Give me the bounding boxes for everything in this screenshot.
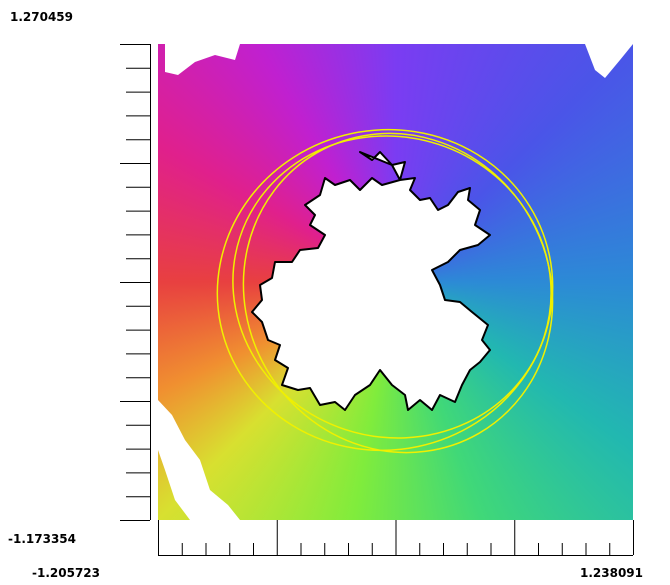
julia-interior <box>251 151 491 411</box>
corner-set <box>158 400 240 520</box>
x-left-label: -1.205723 <box>32 566 100 580</box>
orbit-curve <box>232 135 552 439</box>
y-bottom-label: -1.173354 <box>8 532 76 546</box>
y-top-label: 1.270459 <box>10 10 74 24</box>
corner-set <box>165 44 240 75</box>
orbit-curve <box>242 132 554 454</box>
orbit-curve <box>216 128 554 452</box>
orbit-curves <box>216 128 554 454</box>
x-right-label: 1.238091 <box>580 566 644 580</box>
axes <box>120 44 634 556</box>
corner-set <box>585 44 633 78</box>
